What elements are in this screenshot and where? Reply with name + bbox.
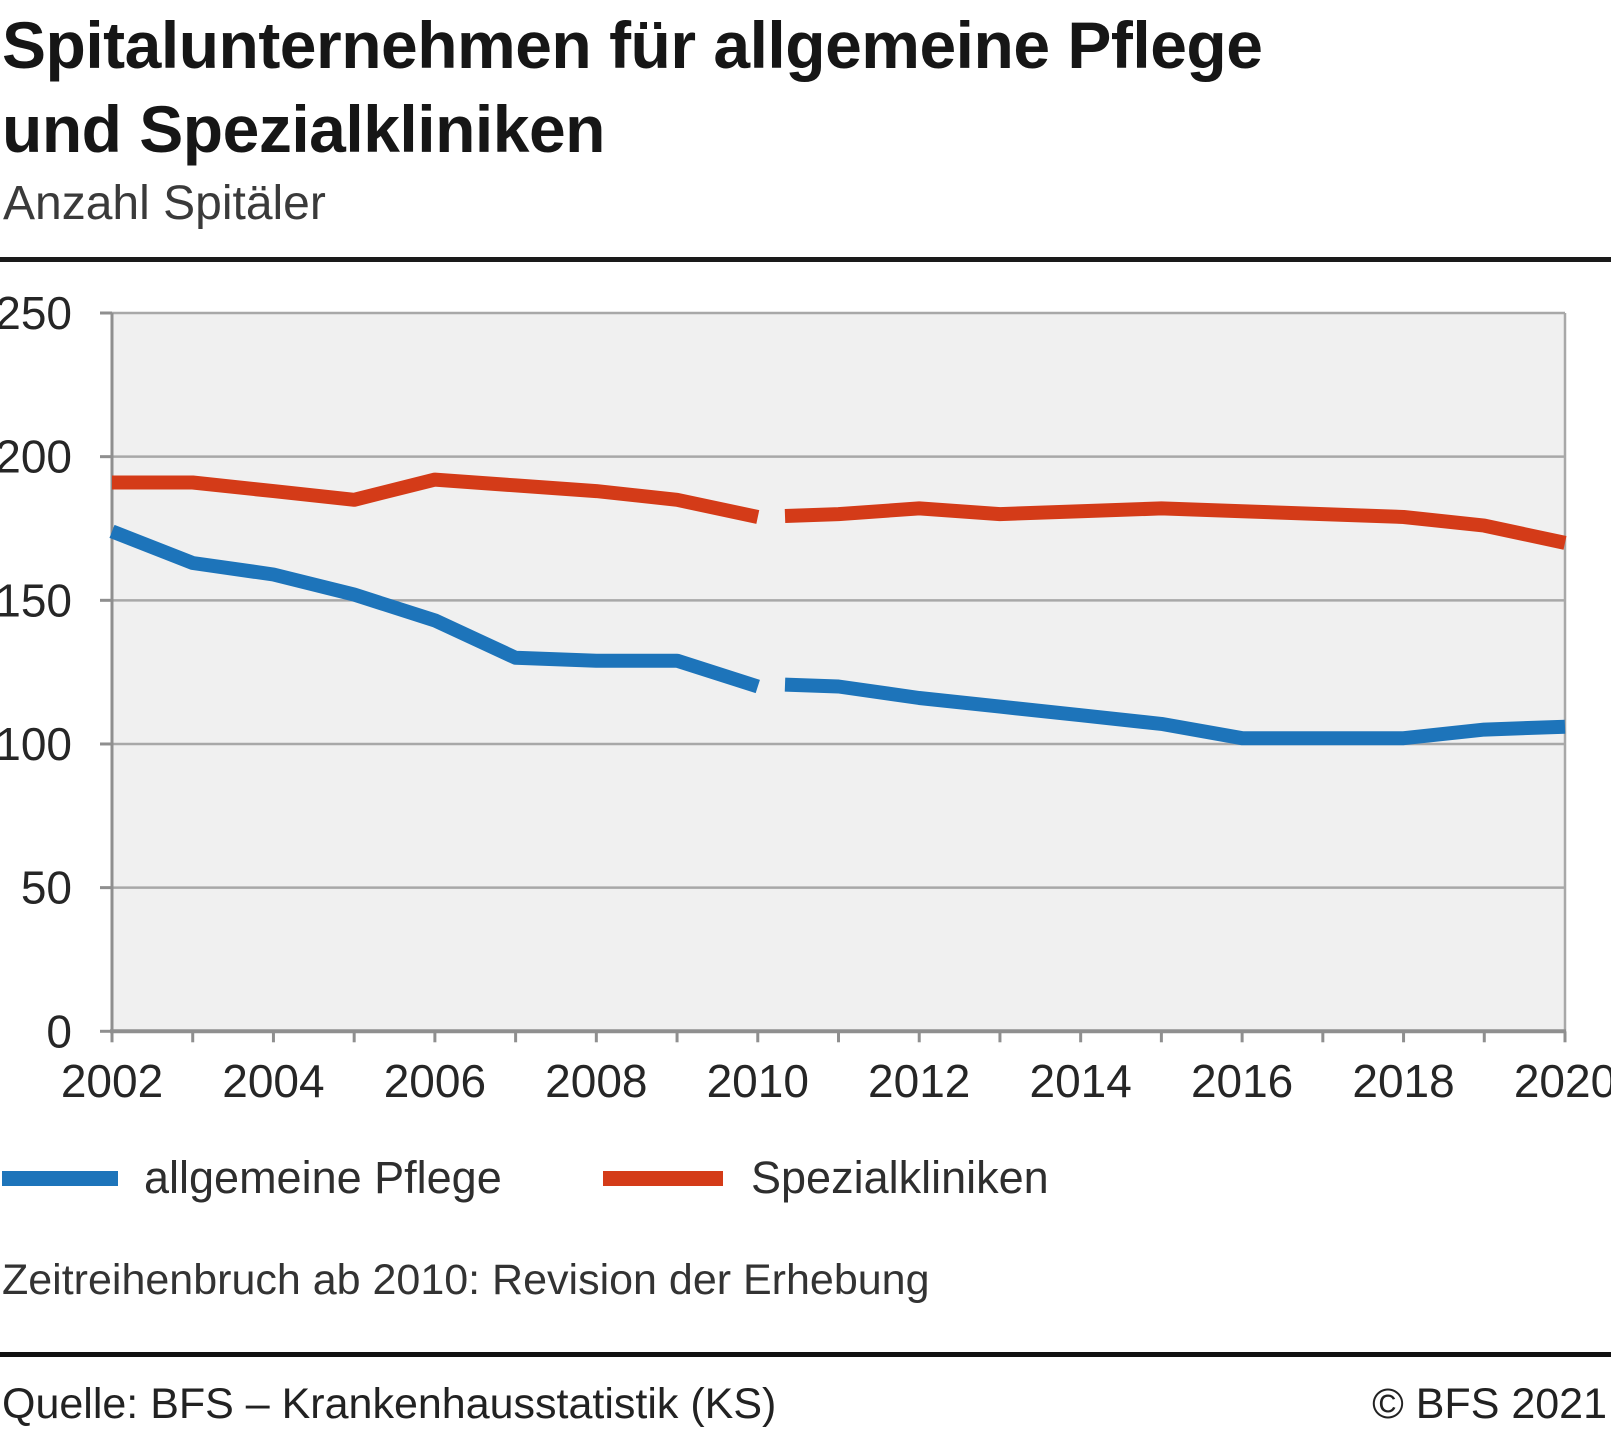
footer-divider-rule [0, 1352, 1611, 1357]
series-line-allgemeine-pflege [109, 524, 760, 694]
chart-title: Spitalunternehmen für allgemeine Pflege … [2, 4, 1263, 172]
header-divider-rule [0, 257, 1611, 262]
legend-label-spezialkliniken: Spezialkliniken [751, 1152, 1049, 1203]
y-axis-label: 200 [0, 431, 72, 483]
y-axis-label: 150 [0, 574, 72, 626]
x-axis-label: 2010 [707, 1055, 809, 1107]
x-axis-label: 2004 [222, 1055, 324, 1107]
y-axis-label: 250 [0, 287, 72, 339]
y-axis-label: 50 [21, 862, 72, 914]
x-axis-label: 2014 [1029, 1055, 1131, 1107]
chart-title-line2: und Spezialkliniken [2, 91, 605, 166]
x-axis-label: 2008 [545, 1055, 647, 1107]
x-axis-label: 2006 [384, 1055, 486, 1107]
series-line-spezialkliniken [112, 472, 760, 524]
chart-subtitle: Anzahl Spitäler [3, 177, 326, 230]
copyright-text: © BFS 2021 [1372, 1380, 1607, 1428]
x-axis-label: 2016 [1191, 1055, 1293, 1107]
y-axis-label: 0 [46, 1005, 72, 1057]
chart-title-line1: Spitalunternehmen für allgemeine Pflege [2, 8, 1263, 82]
legend-swatch-allgemeine-pflege [2, 1171, 118, 1186]
legend-swatch-spezialkliniken [603, 1171, 723, 1186]
y-axis-label: 100 [0, 718, 72, 770]
legend-label-allgemeine-pflege: allgemeine Pflege [144, 1152, 502, 1203]
x-axis-label: 2002 [61, 1055, 163, 1107]
x-axis-label: 2018 [1352, 1055, 1454, 1107]
x-axis-label: 2020 [1514, 1055, 1611, 1107]
x-axis-label: 2012 [868, 1055, 970, 1107]
series-line-spezialkliniken [784, 501, 1567, 550]
series-line-allgemeine-pflege [784, 677, 1566, 746]
series-break-footnote: Zeitreihenbruch ab 2010: Revision der Er… [2, 1256, 930, 1304]
source-text: Quelle: BFS – Krankenhausstatistik (KS) [2, 1380, 777, 1428]
plot-background [112, 313, 1565, 1032]
